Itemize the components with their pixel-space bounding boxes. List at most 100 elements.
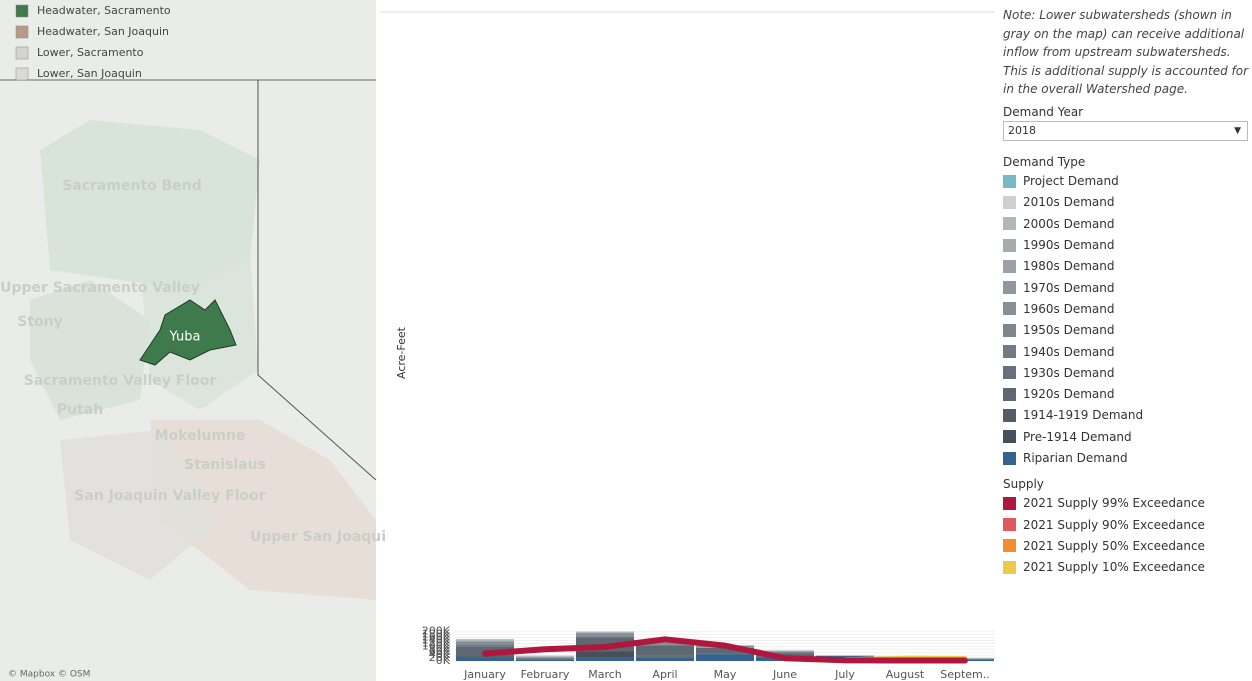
attribution: © Mapbox © OSM	[8, 670, 90, 680]
bar-segment	[576, 651, 634, 657]
legend-swatch	[16, 5, 28, 17]
bar-segment	[696, 654, 754, 661]
legend-item: 1960s Demand	[1003, 298, 1248, 319]
legend-item: 1940s Demand	[1003, 341, 1248, 362]
legend-swatch	[1003, 388, 1016, 401]
map: Sacramento Bend Upper Sacramento Valley St…	[0, 0, 386, 681]
note: Note: Lower subwatersheds (shown in gray…	[1003, 6, 1248, 99]
legend-label: 1914-1919 Demand	[1023, 408, 1143, 422]
legend-swatch	[1003, 409, 1016, 422]
legend-swatch	[1003, 452, 1016, 465]
bar-segment	[576, 637, 634, 638]
legend-label: Lower, Sacramento	[37, 46, 144, 59]
bar-segment	[516, 659, 574, 660]
map-label: Upper San Joaqui	[250, 529, 386, 545]
legend-label: 1950s Demand	[1023, 323, 1115, 337]
filter-title: Demand Year	[1003, 105, 1248, 119]
legend-label: 2021 Supply 50% Exceedance	[1023, 539, 1205, 553]
bar-segment	[576, 632, 634, 633]
x-tick-label: August	[886, 668, 925, 681]
legend-item: 1970s Demand	[1003, 277, 1248, 298]
legend-swatch	[1003, 281, 1016, 294]
x-tick-label: March	[588, 668, 622, 681]
bar-segment	[636, 656, 694, 657]
x-tick-label: Septem..	[940, 668, 990, 681]
legend-label: Project Demand	[1023, 174, 1119, 188]
legend-label: 1960s Demand	[1023, 302, 1115, 316]
legend-item: 1990s Demand	[1003, 234, 1248, 255]
legend-swatch	[1003, 302, 1016, 315]
legend-item: 2021 Supply 50% Exceedance	[1003, 535, 1248, 556]
legend-item: 2010s Demand	[1003, 192, 1248, 213]
legend-label: Headwater, Sacramento	[37, 4, 171, 17]
legend-label: 1930s Demand	[1023, 366, 1115, 380]
demand-legend: Project Demand 2010s Demand 2000s Demand 19…	[1003, 171, 1248, 469]
legend-item: 2021 Supply 99% Exceedance	[1003, 493, 1248, 514]
bar-segment	[456, 644, 514, 646]
x-tick-label: February	[521, 668, 570, 681]
demand-year-dropdown[interactable]: 2018 ▼	[1003, 121, 1248, 141]
x-tick-label: January	[463, 668, 506, 681]
bar-segment	[576, 633, 634, 637]
legend-swatch	[1003, 539, 1016, 552]
legend-label: 2000s Demand	[1023, 217, 1115, 231]
legend-label: 1980s Demand	[1023, 259, 1115, 273]
legend-item: 1980s Demand	[1003, 256, 1248, 277]
legend-swatch	[1003, 497, 1016, 510]
legend-label: 2021 Supply 10% Exceedance	[1023, 560, 1205, 574]
legend-title: Supply	[1003, 477, 1248, 491]
bar-segment	[516, 656, 574, 657]
legend-item: 1950s Demand	[1003, 320, 1248, 341]
bar-segment	[636, 645, 694, 656]
legend-item: 1920s Demand	[1003, 383, 1248, 404]
map-label: Mokelumne	[155, 428, 246, 444]
legend-title: Demand Type	[1003, 155, 1248, 169]
bar-segment	[516, 657, 574, 658]
legend-swatch	[1003, 324, 1016, 337]
bar-segment	[456, 639, 514, 641]
legend-item: 1914-1919 Demand	[1003, 405, 1248, 426]
legend-label: 2010s Demand	[1023, 195, 1115, 209]
legend-swatch	[1003, 430, 1016, 443]
map-label: Sacramento Bend	[62, 178, 202, 194]
legend-label: 1970s Demand	[1023, 281, 1115, 295]
legend-swatch	[16, 26, 28, 38]
map-label: Stony	[17, 314, 63, 330]
bar-segment	[456, 657, 514, 661]
map-label: Stanislaus	[184, 457, 266, 473]
legend-label: Pre-1914 Demand	[1023, 430, 1132, 444]
dropdown-value: 2018	[1008, 124, 1036, 137]
x-tick-label: June	[772, 668, 797, 681]
legend-item: 1930s Demand	[1003, 362, 1248, 383]
y-axis-label: Acre-Feet	[395, 326, 408, 379]
legend-label: Riparian Demand	[1023, 451, 1128, 465]
legend-item: 2021 Supply 90% Exceedance	[1003, 514, 1248, 535]
side-panel: Note: Lower subwatersheds (shown in gray…	[1003, 6, 1248, 578]
map-label: Sacramento Valley Floor	[24, 373, 217, 389]
legend-swatch	[1003, 260, 1016, 273]
legend-label: 1990s Demand	[1023, 238, 1115, 252]
bar-segment	[456, 641, 514, 644]
bar-segment	[636, 657, 694, 661]
legend-label: Headwater, San Joaquin	[37, 25, 169, 38]
dropdown-arrow: ▼	[1234, 122, 1241, 140]
legend-item: Project Demand	[1003, 171, 1248, 192]
map-label: Yuba	[169, 330, 201, 345]
legend-item: 2000s Demand	[1003, 213, 1248, 234]
x-tick-label: May	[714, 668, 737, 681]
legend-swatch	[1003, 345, 1016, 358]
legend-label: 1920s Demand	[1023, 387, 1115, 401]
y-tick-label: 200K	[422, 625, 451, 638]
legend-swatch	[1003, 366, 1016, 379]
legend-swatch	[16, 68, 28, 80]
bar-segment	[456, 656, 514, 657]
map-label: Upper Sacramento Valley	[0, 280, 200, 296]
legend-label: 1940s Demand	[1023, 345, 1115, 359]
legend-swatch	[1003, 217, 1016, 230]
bar-segment	[516, 659, 574, 661]
legend-swatch	[1003, 561, 1016, 574]
legend-swatch	[1003, 175, 1016, 188]
legend-label: Lower, San Joaquin	[37, 67, 142, 80]
x-tick-label: April	[652, 668, 677, 681]
